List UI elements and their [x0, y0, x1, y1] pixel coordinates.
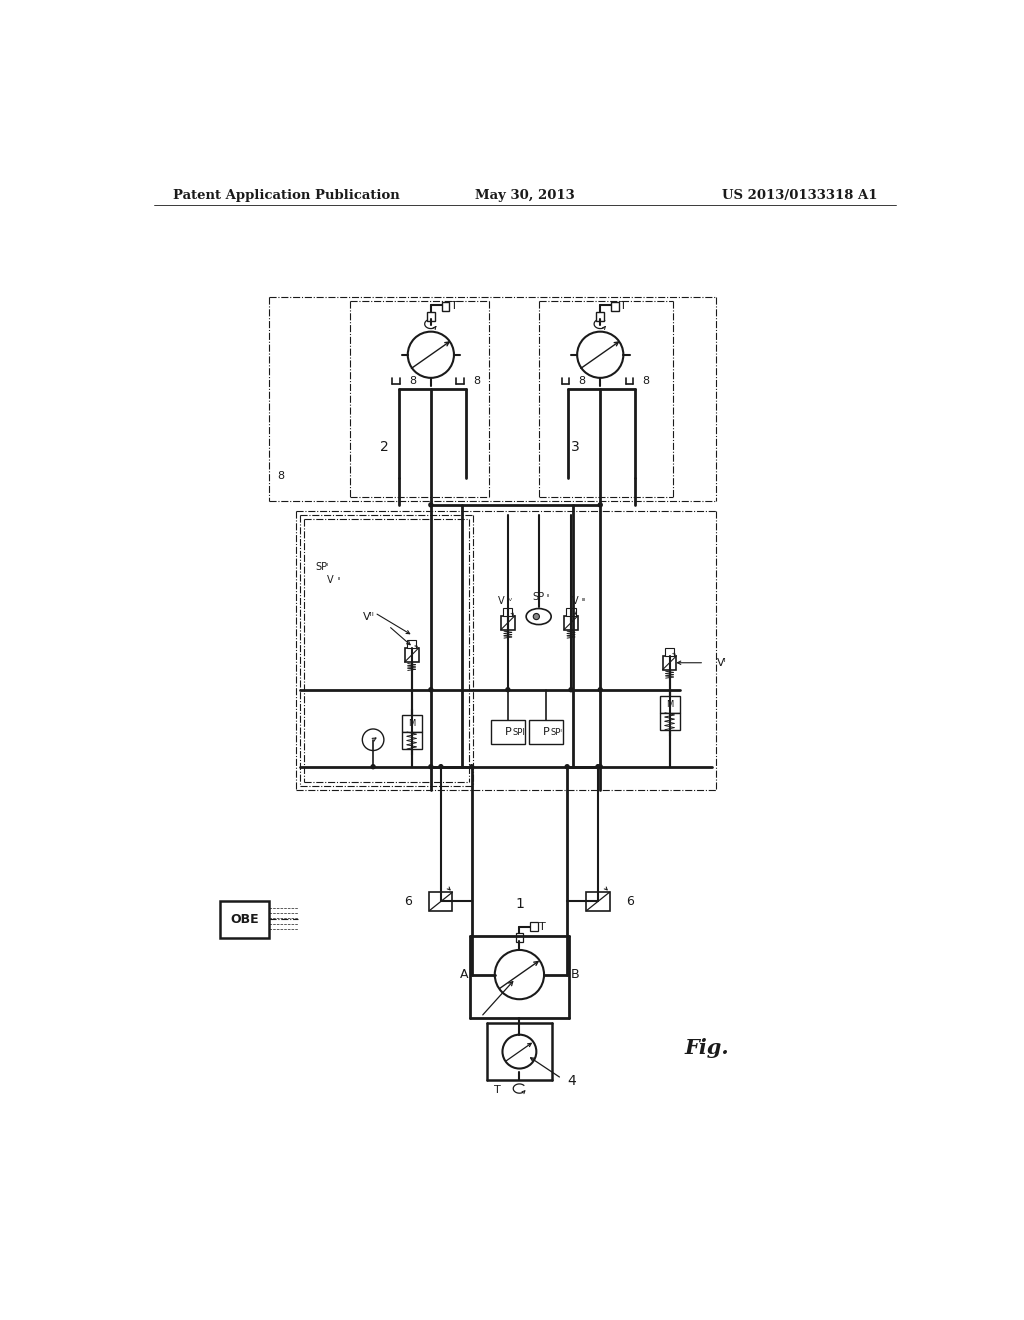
Text: Vᴵ: Vᴵ	[717, 657, 727, 668]
Text: 1: 1	[515, 896, 524, 911]
Circle shape	[362, 729, 384, 751]
Bar	[401, 733, 422, 748]
Bar	[587, 892, 609, 911]
Text: M: M	[408, 719, 416, 729]
Bar	[665, 648, 674, 656]
Circle shape	[438, 764, 443, 770]
Text: 8: 8	[579, 376, 586, 385]
Bar	[530, 923, 538, 932]
Text: T: T	[451, 301, 458, 312]
Bar	[564, 615, 578, 630]
Circle shape	[503, 1035, 537, 1069]
Bar	[427, 312, 435, 321]
Text: US 2013/0133318 A1: US 2013/0133318 A1	[722, 189, 878, 202]
Text: SP: SP	[315, 561, 328, 572]
Ellipse shape	[526, 609, 551, 624]
Text: 8: 8	[643, 376, 650, 385]
Circle shape	[534, 614, 540, 619]
Text: V: V	[327, 576, 334, 585]
Circle shape	[598, 502, 603, 508]
Text: P: P	[505, 727, 511, 737]
Circle shape	[371, 764, 376, 770]
Bar	[596, 312, 604, 321]
Text: B: B	[570, 968, 580, 981]
Text: V: V	[499, 597, 505, 606]
Bar	[503, 609, 512, 615]
Bar	[441, 302, 450, 312]
Text: M: M	[666, 700, 673, 709]
Circle shape	[469, 764, 474, 770]
Bar	[529, 719, 563, 744]
Text: P: P	[543, 727, 550, 737]
Text: OBE: OBE	[230, 912, 259, 925]
Text: SP: SP	[532, 593, 545, 602]
Text: Vᴵᴵ: Vᴵᴵ	[364, 611, 375, 622]
Bar	[401, 715, 422, 733]
Text: ᴵᴵ: ᴵᴵ	[338, 576, 341, 585]
Text: ᴵ: ᴵ	[326, 562, 328, 572]
Circle shape	[578, 331, 624, 378]
Bar	[220, 900, 269, 937]
Text: 3: 3	[570, 440, 580, 454]
Circle shape	[428, 764, 433, 770]
Circle shape	[495, 950, 544, 999]
Bar	[566, 609, 575, 615]
Bar	[501, 615, 515, 630]
Text: V: V	[571, 597, 579, 606]
Text: 8: 8	[473, 376, 480, 385]
Text: ᴵᴵ: ᴵᴵ	[547, 593, 549, 602]
Bar	[429, 892, 453, 911]
Text: T: T	[539, 921, 546, 932]
Text: 8: 8	[278, 471, 285, 480]
Circle shape	[408, 331, 454, 378]
Circle shape	[564, 764, 569, 770]
Bar	[490, 719, 525, 744]
Text: 8: 8	[410, 376, 417, 385]
Text: T: T	[495, 1085, 501, 1096]
Text: 6: 6	[404, 895, 413, 908]
Text: 4: 4	[567, 1074, 577, 1088]
Bar	[659, 713, 680, 730]
Circle shape	[428, 686, 433, 693]
Circle shape	[568, 686, 573, 693]
Bar	[611, 302, 618, 312]
Text: A: A	[460, 968, 468, 981]
Bar	[407, 640, 416, 648]
Text: 6: 6	[627, 895, 634, 908]
Text: SPIᴵ: SPIᴵ	[512, 727, 527, 737]
Text: Patent Application Publication: Patent Application Publication	[173, 189, 399, 202]
Circle shape	[505, 686, 511, 693]
Text: ᴵᴵᴵ: ᴵᴵᴵ	[581, 597, 586, 606]
Circle shape	[598, 686, 603, 693]
Circle shape	[598, 764, 603, 770]
Text: 2: 2	[380, 440, 389, 454]
Bar	[659, 696, 680, 713]
Bar	[515, 933, 523, 942]
Text: SPᴵ: SPᴵ	[551, 727, 563, 737]
Bar	[663, 656, 677, 669]
Bar	[404, 648, 419, 663]
Text: ᴵⱽ: ᴵⱽ	[508, 597, 513, 606]
Text: May 30, 2013: May 30, 2013	[475, 189, 574, 202]
Circle shape	[595, 764, 601, 770]
Circle shape	[428, 502, 433, 508]
Text: T: T	[620, 301, 627, 312]
Text: Fig.: Fig.	[685, 1038, 729, 1057]
